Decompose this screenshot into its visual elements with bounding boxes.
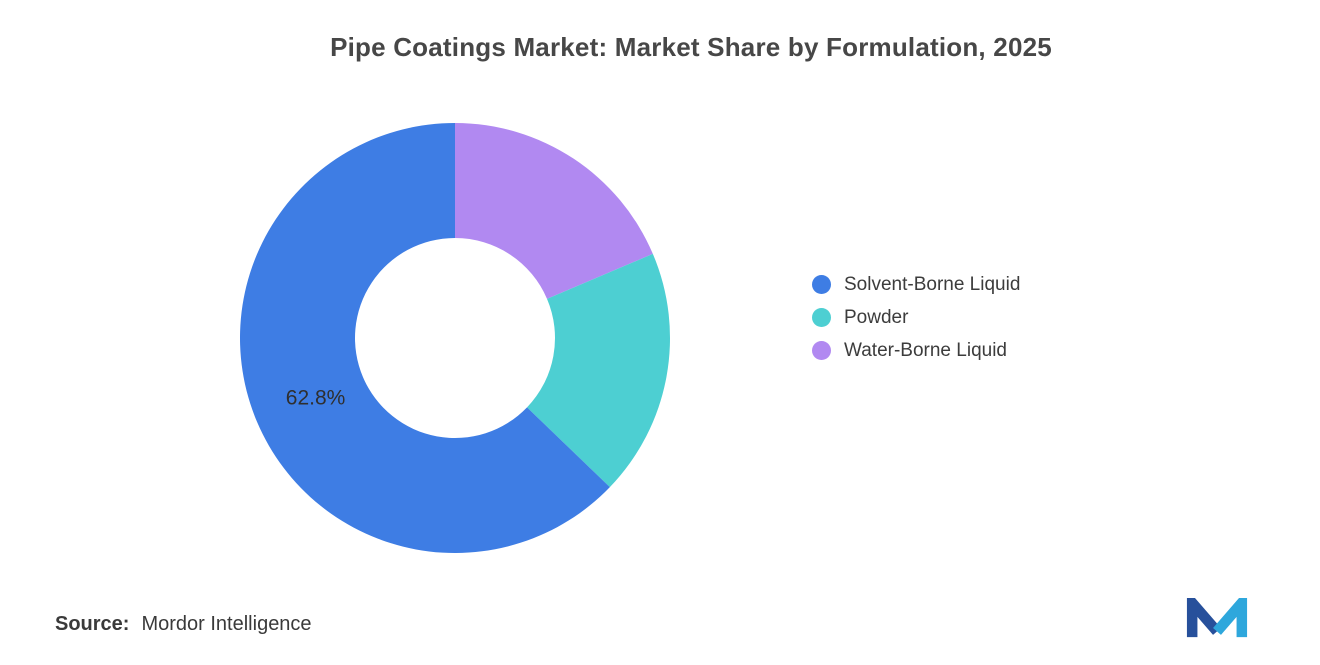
donut-chart: 62.8% [240, 123, 670, 553]
mordor-intelligence-logo [1186, 598, 1248, 638]
source-text: Mordor Intelligence [141, 613, 312, 635]
legend-dot [812, 341, 831, 360]
legend-label: Water-Borne Liquid [844, 339, 1007, 361]
logo-right-stroke [1213, 598, 1248, 638]
slice-value-label: 62.8% [286, 386, 346, 409]
legend: Solvent-Borne Liquid Powder Water-Borne Li… [812, 273, 1020, 362]
donut-chart-area: 62.8% [235, 118, 675, 563]
chart-slice-powder [527, 253, 670, 488]
legend-dot [812, 275, 831, 294]
legend-dot [812, 308, 831, 327]
source-line: Source: Mordor Intelligence [55, 613, 312, 636]
chart-slice-water-borne-liquid [455, 123, 653, 299]
source-label: Source: [55, 613, 130, 635]
legend-item: Solvent-Borne Liquid [812, 273, 1020, 296]
logo-left-stroke [1186, 598, 1221, 638]
legend-item: Powder [812, 306, 1020, 329]
legend-item: Water-Borne Liquid [812, 339, 1020, 362]
legend-label: Solvent-Borne Liquid [844, 273, 1021, 295]
legend-label: Powder [844, 306, 909, 328]
chart-title: Pipe Coatings Market: Market Share by Fo… [330, 32, 1052, 62]
chart-slice-solvent-borne-liquid [240, 123, 610, 553]
